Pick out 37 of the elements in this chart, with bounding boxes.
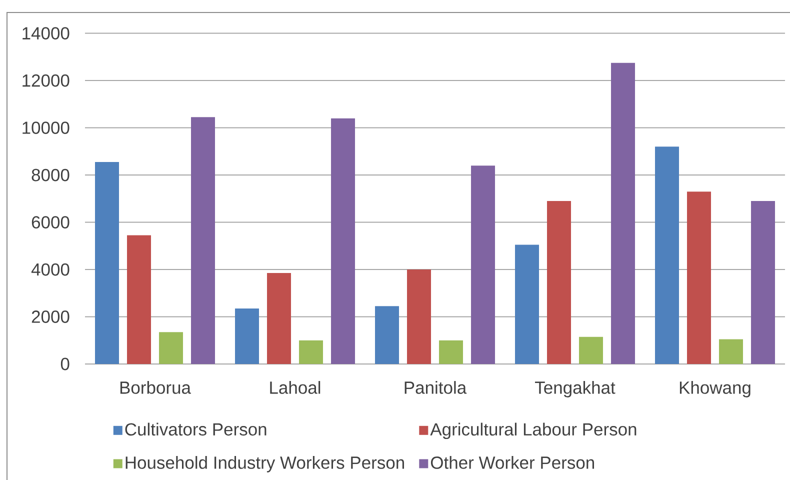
bar — [439, 340, 464, 364]
y-tick-label: 6000 — [32, 216, 70, 228]
legend-label: Other Worker Person — [430, 456, 594, 469]
bar — [95, 162, 119, 364]
y-tick-label: 4000 — [31, 263, 70, 276]
bar — [331, 118, 356, 364]
bar — [127, 235, 151, 364]
x-tick-label: Panitola — [404, 381, 467, 394]
y-tick-label: 10000 — [22, 122, 70, 134]
x-tick-label: Khowang — [680, 381, 750, 398]
legend-label: Household Industry Workers Person — [126, 456, 404, 472]
bar — [579, 336, 604, 364]
legend-label: Agricultural Labour Person — [430, 422, 636, 440]
bar — [611, 62, 636, 364]
x-tick-label: Tengakhat — [535, 381, 616, 398]
bar — [547, 201, 572, 364]
bar — [515, 244, 540, 364]
y-tick-label: 14000 — [22, 27, 70, 40]
bar — [471, 166, 496, 364]
y-tick-label: 0 — [60, 358, 70, 370]
bar — [191, 117, 215, 364]
bar — [751, 201, 776, 364]
bar — [407, 270, 432, 364]
bar — [235, 308, 259, 364]
x-tick-label: Lahoal — [270, 381, 320, 394]
y-tick-label: 8000 — [32, 168, 70, 182]
bar — [159, 332, 183, 364]
y-tick-label: 2000 — [32, 310, 70, 323]
x-tick-label: Borborua — [120, 381, 191, 394]
bar — [267, 273, 291, 364]
bar — [655, 146, 680, 364]
bar — [375, 306, 400, 364]
y-tick-label: 12000 — [22, 74, 70, 87]
legend-label: Cultivators Person — [125, 422, 266, 436]
bar — [299, 340, 324, 364]
bar — [687, 192, 712, 364]
bar — [719, 339, 744, 364]
